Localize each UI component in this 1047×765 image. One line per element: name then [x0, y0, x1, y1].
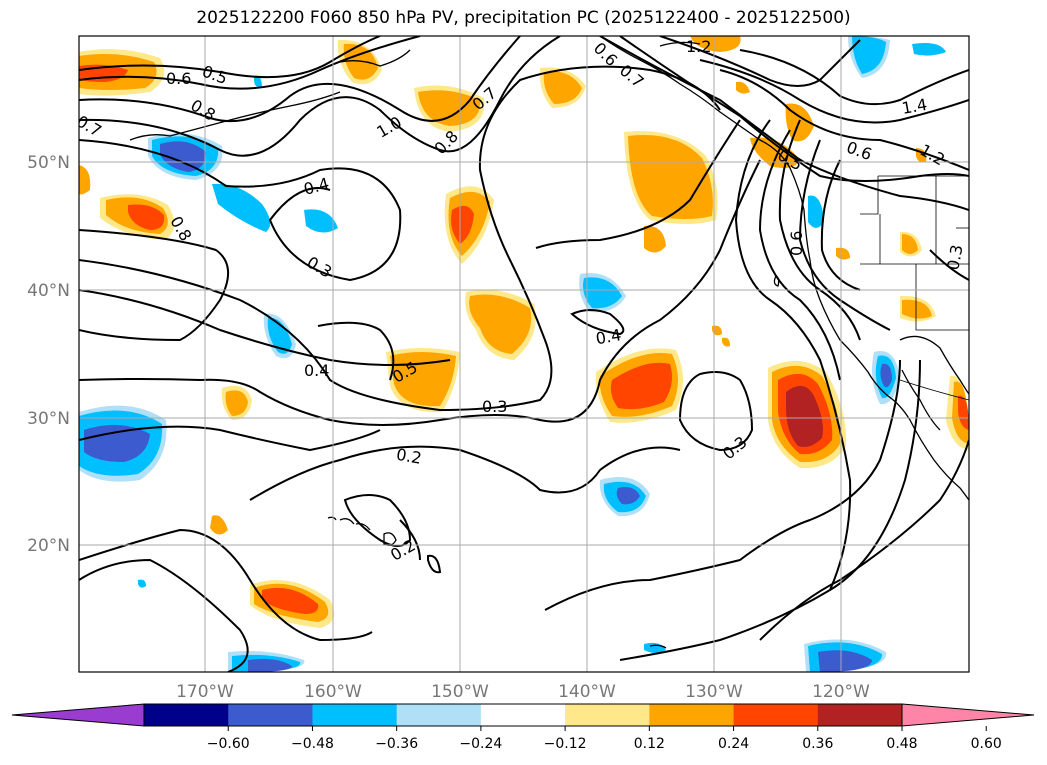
lon-label-130w: 130°W: [685, 682, 743, 702]
latitude-labels: 50°N 40°N 30°N 20°N: [27, 153, 70, 556]
colorbar-segment: [144, 704, 229, 726]
lon-label-150w: 150°W: [431, 682, 489, 702]
precip-positive-shading: [79, 36, 969, 628]
contour-label: 0.3: [482, 397, 507, 416]
colorbar-tick-label: −0.24: [459, 736, 502, 752]
contour-label: 0.2: [395, 445, 423, 468]
lat-label-40n: 40°N: [27, 281, 70, 301]
precip-negative-shading: [79, 36, 946, 672]
colorbar-outline: [143, 703, 903, 727]
colorbar-segment: [312, 704, 398, 726]
colorbar-tick-label: 0.24: [718, 736, 749, 752]
colorbar-segment: [733, 704, 819, 726]
lon-label-140w: 140°W: [558, 682, 616, 702]
colorbar-tick-label: 0.48: [886, 736, 917, 752]
map-background: [79, 36, 969, 672]
colorbar-extend-low: [11, 703, 145, 727]
colorbar-segment: [817, 704, 903, 726]
contour-label: 0.6: [166, 69, 191, 88]
contour-label: 1.2: [686, 37, 711, 56]
lat-label-30n: 30°N: [27, 409, 70, 429]
colorbar-tick-label: 0.36: [802, 736, 833, 752]
colorbar-tick-label: −0.36: [375, 736, 418, 752]
colorbar: −0.60 −0.48 −0.36 −0.24 −0.12 0.12 0.24 0.36 0.4…: [11, 703, 1035, 752]
contour-label: 0.4: [304, 361, 329, 380]
contour-label: 0.4: [594, 325, 622, 348]
contour-label: 1.4: [900, 95, 928, 118]
contour-label: 0.3: [943, 243, 966, 271]
colorbar-segment: [228, 704, 313, 726]
gridlines: [79, 36, 969, 672]
lon-label-160w: 160°W: [304, 682, 362, 702]
colorbar-tick-label: 0.12: [634, 736, 665, 752]
colorbar-segment: [480, 704, 566, 726]
colorbar-segment: [649, 704, 735, 726]
lon-label-170w: 170°W: [176, 682, 234, 702]
lat-label-20n: 20°N: [27, 536, 70, 556]
lon-label-120w: 120°W: [812, 682, 870, 702]
colorbar-extend-high: [901, 703, 1035, 727]
coastlines: [129, 36, 969, 649]
colorbar-segment: [396, 704, 482, 726]
colorbar-tick-label: −0.48: [291, 736, 334, 752]
political-borders: [860, 175, 969, 401]
colorbar-tick-label: −0.12: [544, 736, 587, 752]
lat-label-50n: 50°N: [27, 153, 70, 173]
contour-label: 0.6: [787, 231, 806, 256]
colorbar-tick-label: 0.60: [971, 736, 1002, 752]
colorbar-tick-label: −0.60: [207, 736, 250, 752]
map-frame: [78, 35, 970, 673]
longitude-labels: 170°W 160°W 150°W 140°W 130°W 120°W: [176, 682, 870, 702]
colorbar-segment: [565, 704, 650, 726]
plot-title: 2025122200 F060 850 hPa PV, precipitatio…: [196, 8, 851, 28]
